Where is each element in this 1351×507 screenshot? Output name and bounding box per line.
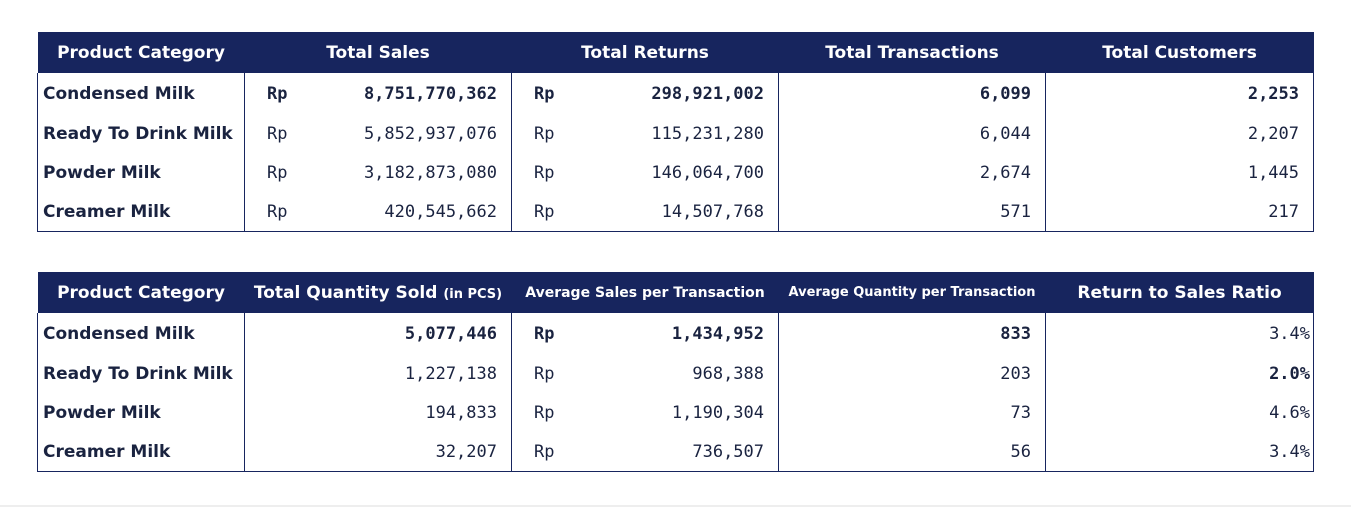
header-total-quantity-sold: Total Quantity Sold (in PCS)	[244, 272, 512, 313]
header-return-to-sales-ratio: Return to Sales Ratio	[1045, 272, 1314, 313]
total-customers-cell: 2,207	[1045, 114, 1315, 153]
return-ratio-cell: 2.0%	[1045, 354, 1315, 393]
total-quantity-cell: 32,207	[244, 432, 512, 472]
header-total-transactions: Total Transactions	[778, 32, 1046, 73]
table-row: Powder Milk 194,833 Rp 1,190,304 73 4.6%	[37, 393, 1315, 432]
category-cell: Ready To Drink Milk	[37, 114, 245, 153]
header-total-sales: Total Sales	[244, 32, 512, 73]
total-transactions-cell: 571	[778, 192, 1047, 232]
category-cell: Powder Milk	[37, 393, 245, 432]
table-row: Condensed Milk 5,077,446 Rp 1,434,952 83…	[37, 313, 1315, 354]
total-transactions-cell: 6,099	[778, 73, 1047, 114]
currency-label: Rp	[267, 162, 288, 183]
currency-label: Rp	[534, 363, 555, 384]
total-transactions-cell: 6,044	[778, 114, 1047, 153]
category-cell: Powder Milk	[37, 153, 245, 192]
currency-label: Rp	[244, 192, 325, 232]
header-product-category: Product Category	[37, 272, 245, 313]
table-header-row: Product Category Total Sales Total Retur…	[37, 32, 1314, 73]
total-quantity-cell: 194,833	[244, 393, 512, 432]
currency-label: Rp	[267, 83, 288, 104]
return-ratio-cell: 4.6%	[1045, 393, 1315, 432]
header-total-customers: Total Customers	[1045, 32, 1314, 73]
header-quantity-unit: (in PCS)	[443, 286, 503, 302]
total-customers-cell: 217	[1045, 192, 1315, 232]
total-sales-cell: 8,751,770,362	[324, 73, 512, 114]
currency-label: Rp	[534, 162, 555, 183]
total-returns-cell: 115,231,280	[591, 114, 780, 153]
total-transactions-cell: 2,674	[778, 153, 1047, 192]
average-sales-cell: 736,507	[591, 432, 780, 472]
table-row: Condensed Milk Rp 8,751,770,362 Rp 298,9…	[37, 73, 1315, 114]
total-quantity-cell: 5,077,446	[244, 313, 512, 354]
currency-label: Rp	[511, 192, 592, 232]
currency-label: Rp	[534, 323, 555, 344]
sales-summary-table: Product Category Total Sales Total Retur…	[37, 32, 1315, 232]
total-customers-cell: 2,253	[1045, 73, 1315, 114]
header-quantity-label: Total Quantity Sold	[253, 282, 438, 303]
total-sales-cell: 3,182,873,080	[324, 153, 512, 192]
average-sales-cell: 1,190,304	[591, 393, 780, 432]
currency-label: Rp	[267, 123, 288, 144]
average-quantity-cell: 833	[778, 313, 1047, 354]
average-sales-cell: 1,434,952	[591, 313, 780, 354]
category-cell: Creamer Milk	[37, 432, 245, 472]
return-ratio-cell: 3.4%	[1045, 432, 1315, 472]
table-row: Ready To Drink Milk 1,227,138 Rp 968,388…	[37, 354, 1315, 393]
header-product-category: Product Category	[37, 32, 245, 73]
quantity-ratio-table: Product Category Total Quantity Sold (in…	[37, 272, 1315, 472]
average-quantity-cell: 73	[778, 393, 1047, 432]
table-row: Creamer Milk 32,207 Rp 736,507 56 3.4%	[37, 432, 1315, 472]
total-quantity-cell: 1,227,138	[244, 354, 512, 393]
table-header-row: Product Category Total Quantity Sold (in…	[37, 272, 1314, 313]
table-row: Creamer Milk Rp 420,545,662 Rp 14,507,76…	[37, 192, 1315, 232]
total-sales-cell: 420,545,662	[324, 192, 512, 232]
category-cell: Ready To Drink Milk	[37, 354, 245, 393]
table-row: Powder Milk Rp 3,182,873,080 Rp 146,064,…	[37, 153, 1315, 192]
currency-label: Rp	[534, 83, 555, 104]
currency-label: Rp	[511, 432, 592, 472]
average-sales-cell: 968,388	[591, 354, 780, 393]
average-quantity-cell: 56	[778, 432, 1047, 472]
total-returns-cell: 14,507,768	[591, 192, 780, 232]
category-cell: Condensed Milk	[37, 313, 245, 354]
currency-label: Rp	[534, 123, 555, 144]
header-total-returns: Total Returns	[511, 32, 779, 73]
header-average-quantity-per-transaction: Average Quantity per Transaction	[778, 272, 1046, 313]
category-cell: Creamer Milk	[37, 192, 245, 232]
currency-label: Rp	[534, 402, 555, 423]
bottom-divider	[0, 505, 1351, 507]
return-ratio-cell: 3.4%	[1045, 313, 1315, 354]
total-returns-cell: 146,064,700	[591, 153, 780, 192]
total-sales-cell: 5,852,937,076	[324, 114, 512, 153]
table-row: Ready To Drink Milk Rp 5,852,937,076 Rp …	[37, 114, 1315, 153]
total-returns-cell: 298,921,002	[591, 73, 780, 114]
total-customers-cell: 1,445	[1045, 153, 1315, 192]
header-average-sales-per-transaction: Average Sales per Transaction	[511, 272, 779, 313]
category-cell: Condensed Milk	[37, 73, 245, 114]
average-quantity-cell: 203	[778, 354, 1047, 393]
